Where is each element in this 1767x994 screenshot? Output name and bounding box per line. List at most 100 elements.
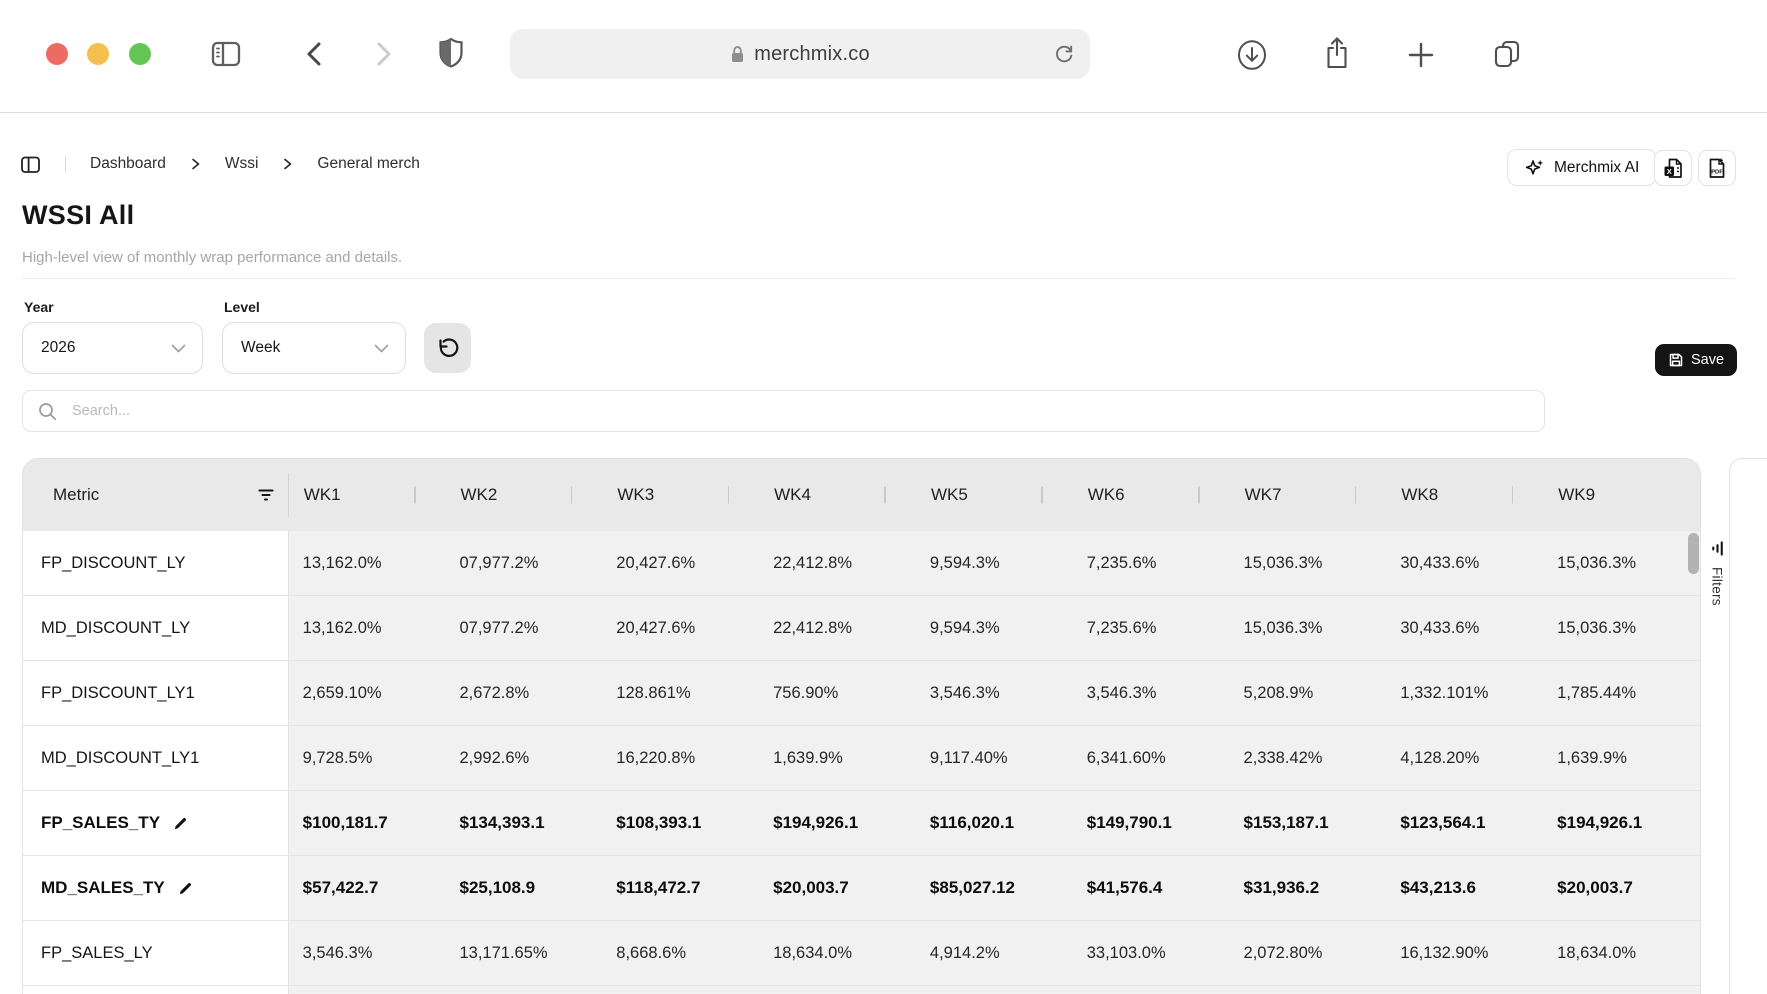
breadcrumb-item-wssi[interactable]: Wssi — [224, 155, 259, 172]
export-excel-button[interactable]: X — [1654, 150, 1692, 186]
value-cell[interactable]: $118,472.7 — [602, 856, 760, 920]
downloads-button[interactable] — [1235, 37, 1269, 73]
filters-panel-toggle[interactable]: Filters — [1704, 540, 1730, 606]
value-cell — [759, 986, 916, 994]
metric-cell: FP_SALES_TY — [23, 791, 289, 855]
filter-icon — [1709, 540, 1726, 557]
page-title: WSSI All — [22, 200, 135, 230]
forward-button[interactable] — [368, 38, 398, 70]
svg-text:X: X — [1666, 166, 1671, 175]
sparkle-icon — [1525, 158, 1545, 178]
plus-icon — [1406, 40, 1436, 70]
sidebar-icon — [208, 36, 244, 72]
value-cell[interactable]: $20,003.7 — [759, 856, 916, 920]
value-cell: 1,639.9% — [1543, 726, 1700, 790]
value-cell[interactable]: $194,926.1 — [1543, 791, 1700, 855]
value-cell[interactable]: $194,926.1 — [759, 791, 916, 855]
chevron-down-icon — [374, 344, 389, 353]
value-cell: 16,132.90% — [1386, 921, 1544, 985]
value-cell[interactable]: $108,393.1 — [602, 791, 760, 855]
value-cell[interactable]: $149,790.1 — [1072, 791, 1230, 855]
value-cell: 3,546.3% — [915, 661, 1073, 725]
pdf-export-icon: PDF — [1706, 157, 1729, 180]
lock-icon — [730, 45, 745, 64]
value-cell[interactable]: $153,187.1 — [1229, 791, 1387, 855]
metric-label: FP_SALES_TY — [41, 813, 161, 832]
value-cell: 5,208.9% — [1229, 661, 1387, 725]
value-cell[interactable]: $134,393.1 — [445, 791, 603, 855]
filter-icon[interactable] — [257, 486, 275, 504]
new-tab-button[interactable] — [1406, 40, 1436, 70]
reload-button[interactable] — [1052, 42, 1076, 66]
back-button[interactable] — [300, 38, 330, 70]
value-cell: 2,672.8% — [445, 661, 603, 725]
value-cell: 6,341.60% — [1072, 726, 1230, 790]
value-cell: 20,427.6% — [602, 596, 760, 660]
address-bar[interactable]: merchmix.co — [510, 29, 1090, 79]
value-cell[interactable]: $57,422.7 — [288, 856, 446, 920]
metric-label: FP_DISCOUNT_LY1 — [41, 683, 195, 702]
value-cell[interactable]: $20,003.7 — [1543, 856, 1700, 920]
metric-cell: FP_SALES_LY — [23, 921, 289, 985]
value-cell: 15,036.3% — [1543, 596, 1700, 660]
metric-cell: FP_DISCOUNT_LY1 — [23, 661, 289, 725]
breadcrumb-item-dashboard[interactable]: Dashboard — [90, 155, 166, 172]
week-column-header-wk5: WK5 — [916, 459, 1073, 531]
value-cell[interactable]: $31,936.2 — [1229, 856, 1387, 920]
week-column-header-wk3: WK3 — [602, 459, 759, 531]
value-cell: 2,992.6% — [445, 726, 603, 790]
traffic-light-minimize-button[interactable] — [87, 43, 109, 65]
value-cell: 2,338.42% — [1229, 726, 1387, 790]
back-chevron-icon — [300, 38, 330, 70]
search-input[interactable] — [70, 402, 1530, 420]
year-select[interactable]: 2026 — [22, 322, 203, 374]
traffic-light-close-button[interactable] — [46, 43, 68, 65]
table-row: MD_SALES_TY $57,422.7 $25,108.9 $118,472.7 $… — [23, 856, 1700, 921]
value-cell: 30,433.6% — [1386, 531, 1544, 595]
week-column-header-wk7: WK7 — [1230, 459, 1387, 531]
excel-export-icon: X — [1662, 157, 1685, 180]
week-column-header-wk6: WK6 — [1073, 459, 1230, 531]
panel-toggle-button[interactable] — [20, 154, 41, 175]
metric-cell: MD_DISCOUNT_LY — [23, 596, 289, 660]
value-cell: 16,220.8% — [602, 726, 760, 790]
value-cell: 15,036.3% — [1229, 531, 1387, 595]
chevron-right-icon — [282, 157, 293, 171]
value-cell[interactable]: $100,181.7 — [288, 791, 446, 855]
save-button[interactable]: Save — [1655, 344, 1738, 376]
value-cell: 3,546.3% — [1072, 661, 1230, 725]
value-cell: 3,546.3% — [288, 921, 446, 985]
chevron-right-icon — [190, 157, 201, 171]
breadcrumb-item-general-merch[interactable]: General merch — [317, 155, 420, 172]
export-pdf-button[interactable]: PDF — [1698, 150, 1736, 186]
shield-icon — [435, 36, 467, 70]
reset-filters-button[interactable] — [424, 323, 471, 373]
share-icon — [1321, 34, 1353, 74]
value-cell[interactable]: $85,027.12 — [915, 856, 1073, 920]
level-select[interactable]: Week — [222, 322, 406, 374]
value-cell: 13,162.0% — [288, 531, 446, 595]
value-cell[interactable]: $43,213.6 — [1386, 856, 1544, 920]
metric-cell: MD_DISCOUNT_LY1 — [23, 726, 289, 790]
share-button[interactable] — [1321, 34, 1353, 74]
value-cell[interactable]: $123,564.1 — [1386, 791, 1544, 855]
sidebar-toggle-button[interactable] — [208, 36, 244, 72]
traffic-light-zoom-button[interactable] — [129, 43, 151, 65]
value-cell: 2,072.80% — [1229, 921, 1387, 985]
refresh-icon — [435, 336, 460, 361]
value-cell[interactable]: $116,020.1 — [915, 791, 1073, 855]
week-column-header-wk9: WK9 — [1558, 485, 1596, 504]
value-cell: 2,659.10% — [288, 661, 446, 725]
vertical-scrollbar-thumb[interactable] — [1688, 533, 1699, 574]
value-cell[interactable]: $25,108.9 — [445, 856, 603, 920]
value-cell — [1543, 986, 1700, 994]
privacy-shield-button[interactable] — [435, 36, 467, 70]
value-cell[interactable]: $41,576.4 — [1072, 856, 1230, 920]
tab-overview-button[interactable] — [1490, 36, 1524, 72]
edit-pencil-icon[interactable] — [173, 816, 188, 831]
value-cell: 15,036.3% — [1543, 531, 1700, 595]
merchmix-ai-button[interactable]: Merchmix AI — [1507, 149, 1658, 186]
edit-pencil-icon[interactable] — [178, 881, 193, 896]
value-cell: 128.861% — [602, 661, 760, 725]
section-divider — [22, 278, 1735, 279]
